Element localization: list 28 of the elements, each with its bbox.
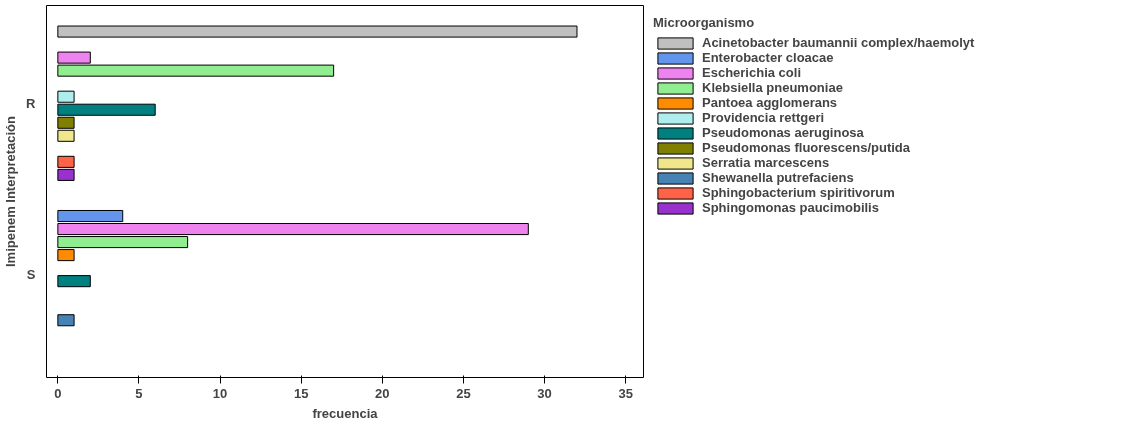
legend-label: Pseudomonas fluorescens/putida <box>702 140 911 155</box>
x-tick-label: 10 <box>212 385 228 401</box>
legend-label: Sphingomonas paucimobilis <box>702 200 879 215</box>
y-tick-label: R <box>26 95 37 111</box>
legend-label: Serratia marcescens <box>702 155 830 170</box>
x-tick-label: 15 <box>293 385 309 401</box>
x-tick-label: 20 <box>375 385 390 401</box>
x-tick-label: 25 <box>456 385 471 401</box>
x-tick-label: 30 <box>537 385 552 401</box>
y-axis-title: Imipenem Interpretación <box>3 115 19 267</box>
legend-label: Pantoea agglomerans <box>702 95 838 110</box>
x-axis-title: frecuencia <box>312 405 379 421</box>
legend-label: Shewanella putrefaciens <box>702 170 854 185</box>
bar <box>57 275 91 288</box>
legend-label: Acinetobacter baumannii complex/haemolyt <box>702 35 975 50</box>
x-tick-label: 0 <box>54 385 62 401</box>
legend-label: Escherichia coli <box>702 65 801 80</box>
legend-label: Enterobacter cloacae <box>702 50 834 65</box>
bar <box>57 314 75 327</box>
legend-label: Pseudomonas aeruginosa <box>702 125 864 140</box>
y-tick-label: S <box>26 267 36 283</box>
x-tick-label: 35 <box>618 385 633 401</box>
legend-label: Providencia rettgeri <box>702 110 825 125</box>
legend-label: Klebsiella pneumoniae <box>702 80 843 95</box>
legend-title: Microorganismo <box>653 15 756 30</box>
legend-label: Sphingobacterium spiritivorum <box>702 185 895 200</box>
bar <box>57 25 578 38</box>
x-tick-label: 5 <box>135 385 143 401</box>
